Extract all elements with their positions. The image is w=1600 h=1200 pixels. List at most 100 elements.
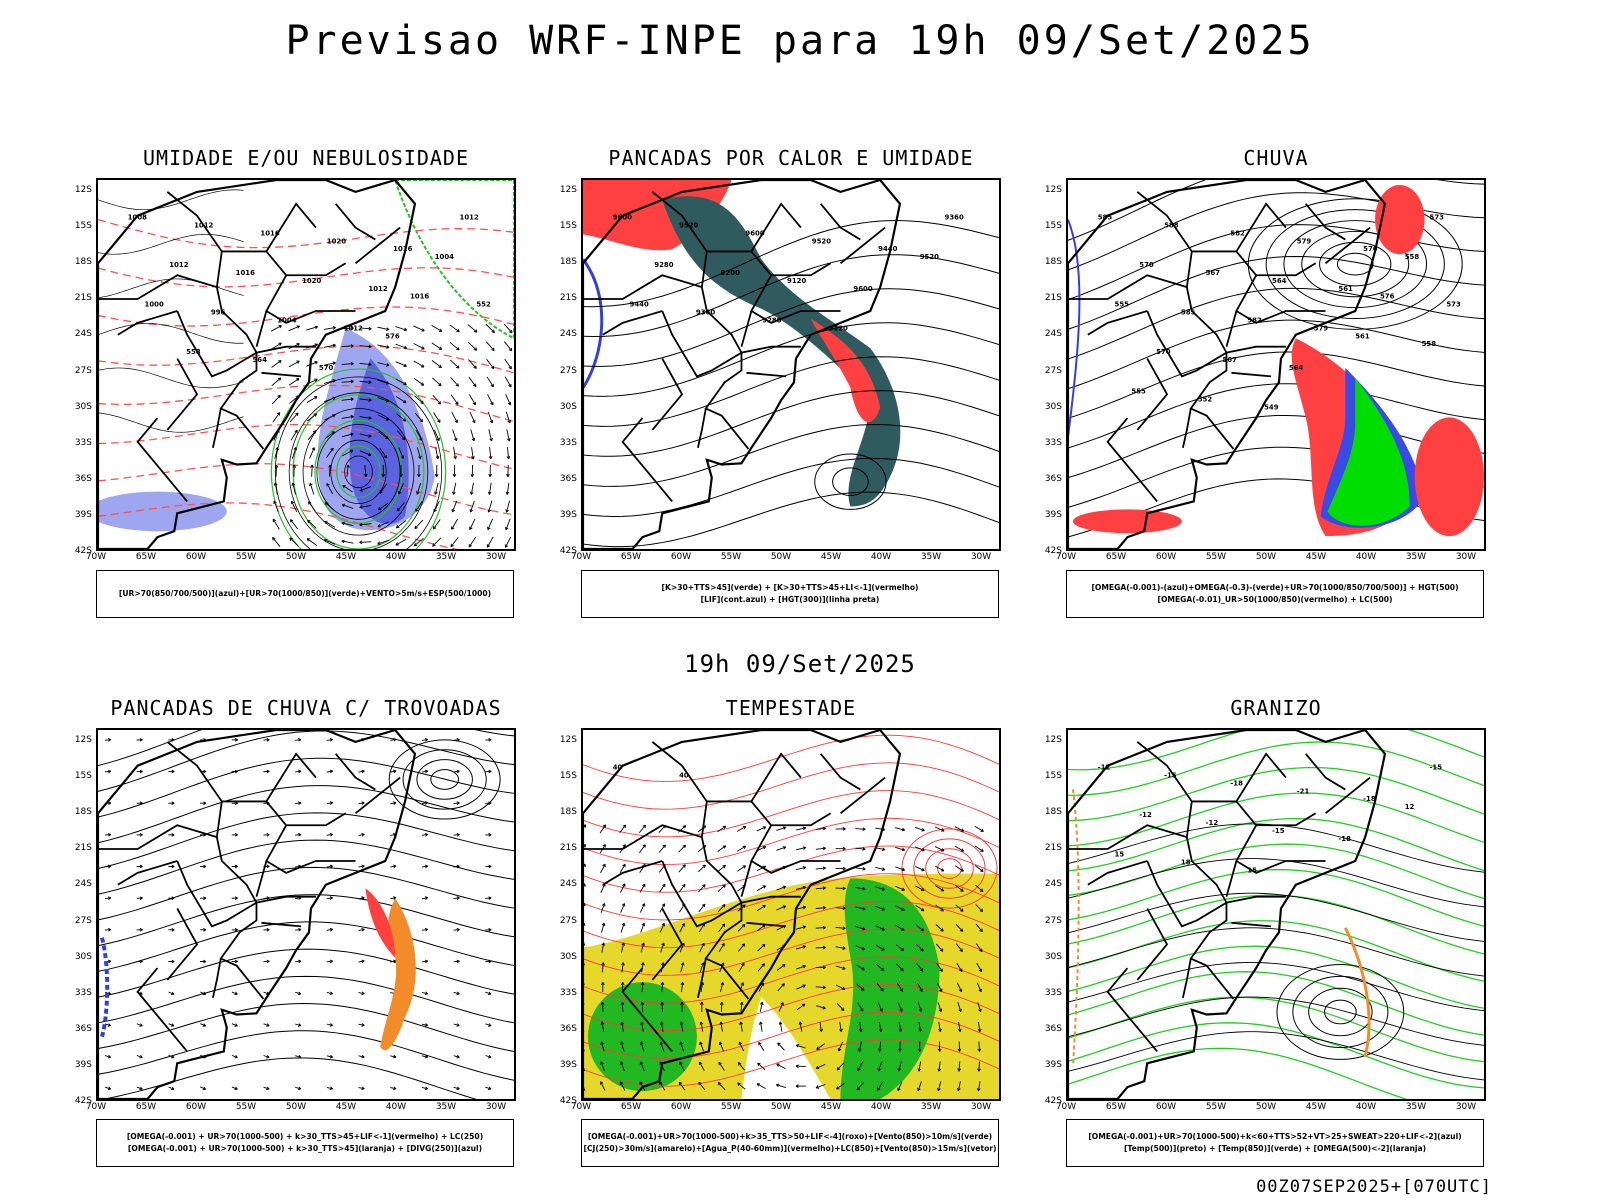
latitude-label: 33S [74,987,92,998]
country-border [1189,902,1235,1000]
longitude-label: 50W [285,1102,307,1112]
country-border [136,967,188,1052]
contour-label: 558 [1405,253,1420,261]
contour-label: 1004 [277,316,296,324]
contour-label: -18 [1338,835,1351,843]
contour-label: 9120 [787,277,806,285]
country-border [1225,860,1238,897]
longitude-label: 50W [770,1102,792,1112]
latitude-label: 39S [559,1059,577,1070]
longitude-label: 60W [670,552,692,562]
country-border [212,958,222,998]
country-border [219,352,265,450]
country-border [265,274,356,324]
contour-label: 1012 [194,221,213,229]
country-border [621,967,673,1052]
latitude-label: 39S [74,509,92,520]
country-border [820,203,861,241]
longitude-label: 50W [770,552,792,562]
latitude-label: 18S [74,257,92,268]
country-border [583,741,708,850]
latitude-label: 42S [1044,546,1062,556]
country-border [256,345,316,354]
contour-label: 576 [385,332,400,340]
country-border [697,408,707,448]
latitude-label: 33S [1044,437,1062,448]
contour-label: 588 [1164,221,1179,229]
contour-label: 9600 [745,229,764,237]
contour-label: 570 [1139,261,1154,269]
country-border [335,203,376,241]
contour-label: 40 [679,771,689,779]
contour-label: -18 [1363,795,1376,803]
legend-line: [OMEGA(-0.01)_UR>50(1000/850)(vermelho) … [1157,595,1393,604]
country-border [697,958,707,998]
country-border [1146,836,1228,928]
contour-label: 582 [1247,316,1262,324]
country-border [1106,417,1158,502]
country-border [354,226,401,264]
latitude-label: 18S [74,807,92,818]
country-border [704,352,750,450]
longitude-label: 65W [620,552,642,562]
latitude-label: 12S [74,735,92,746]
latitude-label: 39S [1044,1059,1062,1070]
longitude-label: 70W [570,1102,592,1112]
country-border [750,824,841,874]
map-panel-2: 9600 9520 9600 9520 9440 9360 9280 9200 9120 9600… [581,178,1001,551]
contour-label: 564 [1289,364,1304,372]
contour-label: 1012 [368,285,387,293]
contour-label: -15 [1430,764,1443,772]
longitude-label: 30W [970,1102,992,1112]
contour-label: 576 [1363,245,1378,253]
longitude-label: 55W [720,1102,742,1112]
country-border [839,226,886,264]
contour-label: 9280 [654,261,673,269]
contour-label: 579 [1297,237,1312,245]
longitude-label: 55W [1205,1102,1227,1112]
contour-label: 555 [1131,388,1146,396]
latitude-label: 30S [74,951,92,962]
contour-label: 15 [1115,851,1125,859]
country-border [117,860,178,886]
longitude-label: 60W [1155,1102,1177,1112]
longitude-label: 35W [1405,552,1427,562]
country-border [740,310,753,347]
country-border [1324,226,1371,264]
longitude-label: 55W [235,1102,257,1112]
latitude-label: 18S [1044,807,1062,818]
country-border [136,417,188,502]
country-border [746,371,787,378]
country-border [176,836,258,928]
longitude-label: 55W [1205,552,1227,562]
contour-label: -12 [1206,819,1219,827]
contour-label: 1016 [236,269,255,277]
legend-line: [K>30+TTS>45](verde) + [K>30+TTS>45+LI<-… [661,583,919,592]
latitude-label: 24S [1044,879,1062,890]
legend-line: [CJ(250)>30m/s](amarelo)+[Agua_P(40-60mm… [583,1144,997,1153]
contour-label: 1008 [128,214,147,222]
coastline [98,180,417,549]
latitude-label: 27S [74,915,92,926]
map-panel-6: -12 -15 -18 -21 -18 -15 -12 -12 -15 -18 12 15 18 15 [1066,728,1486,1101]
country-border [1182,408,1192,448]
country-border [741,345,801,354]
latitude-label: 12S [1044,185,1062,196]
longitude-label: 35W [1405,1102,1427,1112]
main-title: Previsao WRF-INPE para 19h 09/Set/2025 [285,18,1315,64]
contour-label: 567 [1223,356,1238,364]
contour-label: 9440 [878,245,897,253]
longitude-label: 40W [870,1102,892,1112]
latitude-label: 15S [1044,771,1062,782]
latitude-label: 42S [559,546,577,556]
latitude-label: 36S [74,473,92,484]
country-border [265,202,347,277]
contour-label: 18 [1181,859,1191,867]
contour-label: -21 [1297,787,1310,795]
country-border [750,274,841,324]
longitude-label: 45W [820,552,842,562]
contour-label: 552 [1198,396,1213,404]
latitude-label: 21S [559,293,577,304]
country-border [261,921,302,928]
country-border [117,310,178,336]
